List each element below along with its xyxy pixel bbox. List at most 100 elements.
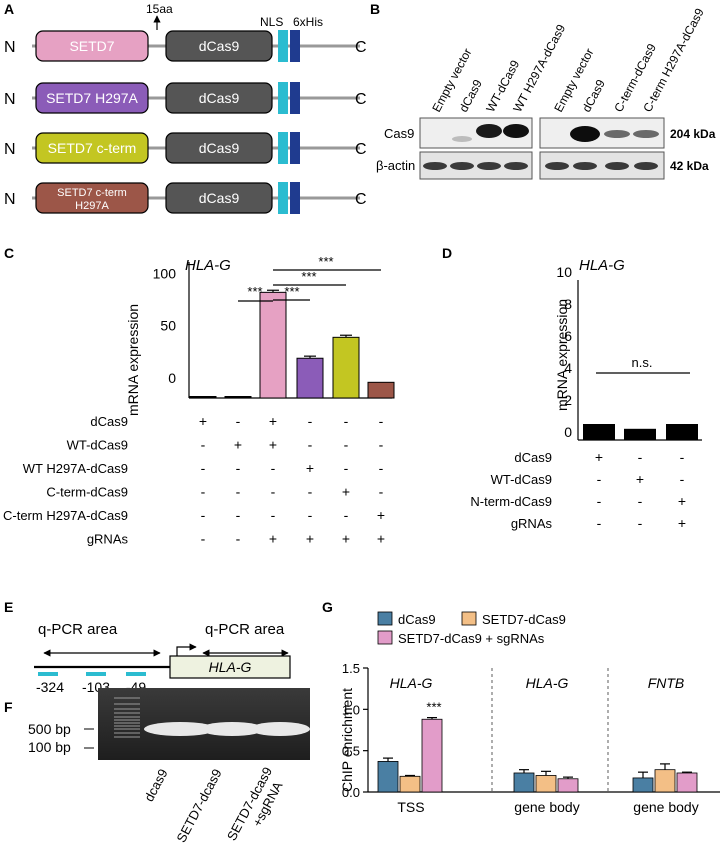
condition-row-label: C-term H297A-dCas9: [3, 508, 128, 523]
construct-label: SETD7 c-term: [48, 140, 137, 156]
condition-sign: -: [638, 515, 643, 531]
construct-his-tag: [290, 182, 300, 214]
panel-letter-d: D: [442, 245, 452, 261]
condition-sign: -: [379, 484, 384, 500]
construct-dcas9-label: dCas9: [199, 90, 240, 106]
construct-his-tag: [290, 132, 300, 164]
panel-letter-e: E: [4, 599, 13, 615]
band-cas9-dcas9-right: [570, 126, 600, 142]
panel-letter-g: G: [322, 599, 333, 615]
legend-swatch: [461, 611, 477, 626]
condition-sign: -: [201, 531, 206, 547]
chart-g-tick-label: 1.5: [342, 661, 360, 676]
chart-g-region-label: TSS: [397, 799, 424, 815]
chart-c-bar: [224, 396, 252, 399]
chart-g-tick-label: 1.0: [342, 702, 360, 717]
condition-row-label: gRNAs: [511, 516, 553, 531]
condition-sign: -: [344, 507, 349, 523]
legend-swatch: [377, 630, 393, 645]
condition-sign: -: [236, 413, 241, 429]
chart-g-bar: [535, 775, 557, 793]
condition-sign: -: [236, 460, 241, 476]
chart-g-ylabel: ChIP enrichment: [339, 688, 355, 792]
condition-sign: +: [678, 493, 686, 509]
legend-swatch: [377, 611, 393, 626]
construct-dcas9-label: dCas9: [199, 38, 240, 54]
construct-nls: [278, 132, 288, 164]
chart-g-tick-label: 0.5: [342, 744, 360, 759]
chart-d-tick-label: 4: [564, 360, 572, 376]
chart-d-bar: [666, 424, 698, 440]
chart-c-significance-label: ***: [301, 269, 316, 284]
chart-c-bar: [296, 357, 324, 399]
legend-label: dCas9: [398, 612, 436, 627]
band-cas9-cterm-h297a: [633, 130, 659, 138]
chart-d-tick-label: 8: [564, 296, 572, 312]
chart-g-region-label: gene body: [514, 799, 579, 815]
condition-sign: +: [269, 413, 277, 429]
band-cas9-cterm: [604, 130, 630, 138]
qpcr-area-label-left: q-PCR area: [38, 621, 118, 638]
condition-row-label: C-term-dCas9: [46, 485, 128, 500]
band-actin: [477, 162, 501, 170]
gel-band-3: [250, 722, 310, 736]
primer-mark-49: [126, 672, 146, 676]
condition-sign: -: [308, 484, 313, 500]
gel-lane-label: SETD7-dcas9+sgRNA: [224, 764, 286, 842]
band-actin: [504, 162, 528, 170]
band-actin: [450, 162, 474, 170]
gel-lane-label-text: SETD7-dcas9: [173, 766, 224, 844]
chart-c-bar: [189, 396, 217, 399]
chart-c-significance-label: ***: [247, 284, 262, 299]
chart-d-tick-label: 2: [564, 392, 572, 408]
construct-nls: [278, 30, 288, 62]
construct-c-terminus: C: [355, 91, 367, 108]
gene-box-label: HLA-G: [209, 659, 252, 675]
construct-setd7-domain: [35, 30, 149, 62]
condition-sign: -: [201, 460, 206, 476]
construct-label: SETD7: [69, 38, 114, 54]
condition-sign: -: [236, 531, 241, 547]
condition-sign: -: [597, 471, 602, 487]
chart-g-bar: [513, 772, 535, 793]
chart-g-bar: [557, 778, 579, 793]
chart-g-gene-label: HLA-G: [390, 675, 433, 691]
condition-sign: +: [269, 437, 277, 453]
condition-row-label: dCas9: [514, 450, 552, 465]
condition-sign: +: [377, 507, 385, 523]
condition-sign: -: [344, 437, 349, 453]
condition-sign: +: [269, 531, 277, 547]
linker-label: 15aa: [146, 2, 173, 16]
condition-row-label: WT-dCas9: [67, 438, 128, 453]
panel-e-gene-diagram: q-PCR area q-PCR area HLA-G -324 -103 -4…: [34, 621, 291, 695]
construct-his-tag: [290, 82, 300, 114]
panel-a-constructs: N C SETD7 dCas9 N C SETD7 H297A dCas9 N C SETD7 c-…: [4, 2, 367, 214]
condition-sign: -: [379, 413, 384, 429]
primer-mark-324: [38, 672, 58, 676]
condition-sign: -: [308, 413, 313, 429]
blot-lane-label: dCas9: [579, 77, 608, 114]
chart-c-title: HLA-G: [185, 257, 231, 274]
condition-row-label: N-term-dCas9: [470, 494, 552, 509]
condition-sign: -: [597, 515, 602, 531]
blot-row-actin-label: β-actin: [376, 158, 415, 173]
chart-c-significance-label: ***: [284, 284, 299, 299]
condition-sign: +: [342, 484, 350, 500]
gel-marker-500: 500 bp: [28, 721, 71, 737]
condition-sign: -: [201, 507, 206, 523]
construct-n-terminus: N: [4, 191, 16, 208]
chart-d-bar: [624, 428, 656, 440]
condition-sign: -: [201, 484, 206, 500]
construct-setd7-domain: [35, 132, 149, 164]
chart-g-bar: [632, 777, 654, 793]
condition-sign: -: [308, 507, 313, 523]
chart-g-region-label: gene body: [633, 799, 698, 815]
chart-g-gene-label: FNTB: [648, 675, 685, 691]
condition-sign: -: [379, 460, 384, 476]
condition-sign: -: [344, 413, 349, 429]
condition-sign: +: [678, 515, 686, 531]
condition-sign: +: [377, 531, 385, 547]
band-cas9-wt-h297a: [503, 124, 529, 138]
